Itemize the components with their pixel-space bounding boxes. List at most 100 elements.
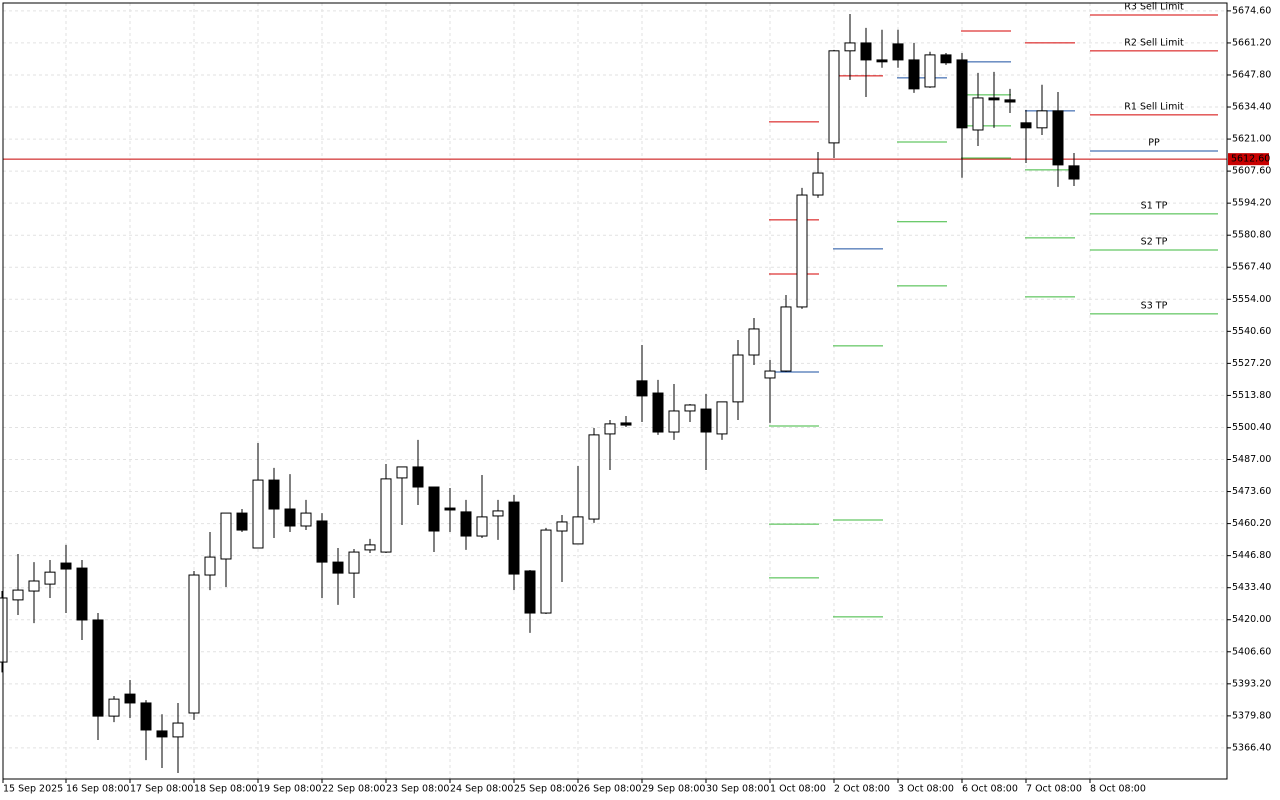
pivot-level-label: S1 TP bbox=[1141, 200, 1168, 211]
candle-body bbox=[940, 54, 952, 64]
x-tick-label: 15 Sep 2025 bbox=[3, 784, 63, 795]
candle-body bbox=[316, 520, 328, 563]
x-tick-label: 24 Sep 08:00 bbox=[450, 784, 513, 795]
y-tick-label: 5607.60 bbox=[1232, 166, 1271, 177]
candle-body bbox=[1068, 165, 1080, 180]
y-tick-label: 5554.00 bbox=[1232, 294, 1271, 305]
y-tick-label: 5420.00 bbox=[1232, 614, 1271, 625]
candle-body bbox=[28, 580, 40, 592]
candle-body bbox=[1020, 122, 1032, 129]
candle-body bbox=[540, 529, 552, 614]
candle-body bbox=[92, 619, 104, 717]
y-tick-label: 5674.60 bbox=[1232, 5, 1271, 16]
candle-body bbox=[812, 172, 824, 196]
x-tick-label: 25 Sep 08:00 bbox=[514, 784, 577, 795]
current-price-label: 5612.60 bbox=[1231, 154, 1270, 165]
candle-body bbox=[364, 544, 376, 551]
candle-body bbox=[348, 551, 360, 574]
y-tick-label: 5366.40 bbox=[1232, 742, 1271, 753]
candle-body bbox=[588, 434, 600, 520]
candle-body bbox=[860, 42, 872, 61]
candle-body bbox=[508, 501, 520, 575]
y-tick-label: 5594.20 bbox=[1232, 198, 1271, 209]
y-tick-label: 5500.40 bbox=[1232, 422, 1271, 433]
candle-body bbox=[780, 306, 792, 372]
x-tick-label: 26 Sep 08:00 bbox=[578, 784, 641, 795]
x-tick-label: 23 Sep 08:00 bbox=[386, 784, 449, 795]
y-tick-label: 5567.40 bbox=[1232, 262, 1271, 273]
pivot-level-label: S2 TP bbox=[1141, 237, 1168, 248]
candle-body bbox=[444, 507, 456, 511]
y-tick-label: 5379.80 bbox=[1232, 710, 1271, 721]
candle-body bbox=[380, 478, 392, 553]
candle-body bbox=[108, 698, 120, 717]
candle-body bbox=[60, 562, 72, 570]
candle-body bbox=[572, 516, 584, 545]
candles-layer bbox=[0, 14, 1080, 774]
candle-body bbox=[140, 702, 152, 731]
x-tick-label: 17 Sep 08:00 bbox=[130, 784, 193, 795]
candle-body bbox=[44, 571, 56, 585]
x-tick-label: 19 Sep 08:00 bbox=[258, 784, 321, 795]
candle-body bbox=[252, 479, 264, 549]
y-tick-label: 5446.80 bbox=[1232, 550, 1271, 561]
x-tick-label: 8 Oct 08:00 bbox=[1090, 784, 1146, 795]
candle-body bbox=[300, 512, 312, 527]
x-tick-label: 18 Sep 08:00 bbox=[194, 784, 257, 795]
candle-body bbox=[556, 521, 568, 532]
candle-body bbox=[1052, 110, 1064, 166]
pivot-level-label: PP bbox=[1148, 138, 1160, 149]
candle-body bbox=[76, 567, 88, 621]
y-tick-label: 5580.80 bbox=[1232, 230, 1271, 241]
y-tick-label: 5527.20 bbox=[1232, 358, 1271, 369]
pivot-level-label: R2 Sell Limit bbox=[1124, 37, 1184, 48]
candle-body bbox=[12, 589, 24, 601]
candle-body bbox=[124, 693, 136, 704]
x-tick-label: 2 Oct 08:00 bbox=[834, 784, 890, 795]
candle-body bbox=[396, 466, 408, 479]
candle-body bbox=[636, 380, 648, 397]
candle-body bbox=[876, 59, 888, 63]
x-tick-label: 3 Oct 08:00 bbox=[898, 784, 954, 795]
y-tick-label: 5621.00 bbox=[1232, 134, 1271, 145]
y-tick-label: 5473.60 bbox=[1232, 486, 1271, 497]
y-tick-label: 5661.20 bbox=[1232, 37, 1271, 48]
x-tick-label: 16 Sep 08:00 bbox=[66, 784, 129, 795]
x-tick-label: 1 Oct 08:00 bbox=[770, 784, 826, 795]
candle-body bbox=[524, 570, 536, 614]
candle-body bbox=[716, 401, 728, 435]
y-tick-label: 5634.40 bbox=[1232, 102, 1271, 113]
current-price-tag bbox=[1228, 153, 1269, 166]
candle-body bbox=[700, 408, 712, 433]
candle-body bbox=[972, 97, 984, 131]
candle-body bbox=[796, 194, 808, 308]
candle-body bbox=[268, 479, 280, 510]
candle-body bbox=[844, 42, 856, 52]
plot-frame bbox=[2, 2, 1228, 780]
x-tick-label: 29 Sep 08:00 bbox=[642, 784, 705, 795]
y-tick-label: 5433.40 bbox=[1232, 582, 1271, 593]
candle-body bbox=[412, 466, 424, 488]
candle-body bbox=[956, 59, 968, 129]
candle-body bbox=[476, 516, 488, 537]
candle-body bbox=[236, 512, 248, 531]
candle-body bbox=[732, 354, 744, 403]
candle-body bbox=[460, 511, 472, 537]
candle-body bbox=[428, 486, 440, 532]
pivot-level-label: R1 Sell Limit bbox=[1124, 101, 1184, 112]
grid-layer bbox=[3, 3, 1227, 779]
candle-body bbox=[204, 556, 216, 576]
candle-body bbox=[492, 510, 504, 517]
pivot-level-label: R3 Sell Limit bbox=[1124, 1, 1184, 12]
x-tick-label: 7 Oct 08:00 bbox=[1026, 784, 1082, 795]
candle-body bbox=[892, 43, 904, 61]
candle-body bbox=[284, 508, 296, 527]
candle-body bbox=[652, 392, 664, 433]
x-tick-label: 30 Sep 08:00 bbox=[706, 784, 769, 795]
candle-body bbox=[1036, 110, 1048, 129]
candle-body bbox=[1004, 99, 1016, 103]
pivot-level-label: S3 TP bbox=[1141, 300, 1168, 311]
axes-layer: 5674.60 5661.20 5647.80 5634.40 5621.00 5607.… bbox=[2, 5, 1271, 795]
